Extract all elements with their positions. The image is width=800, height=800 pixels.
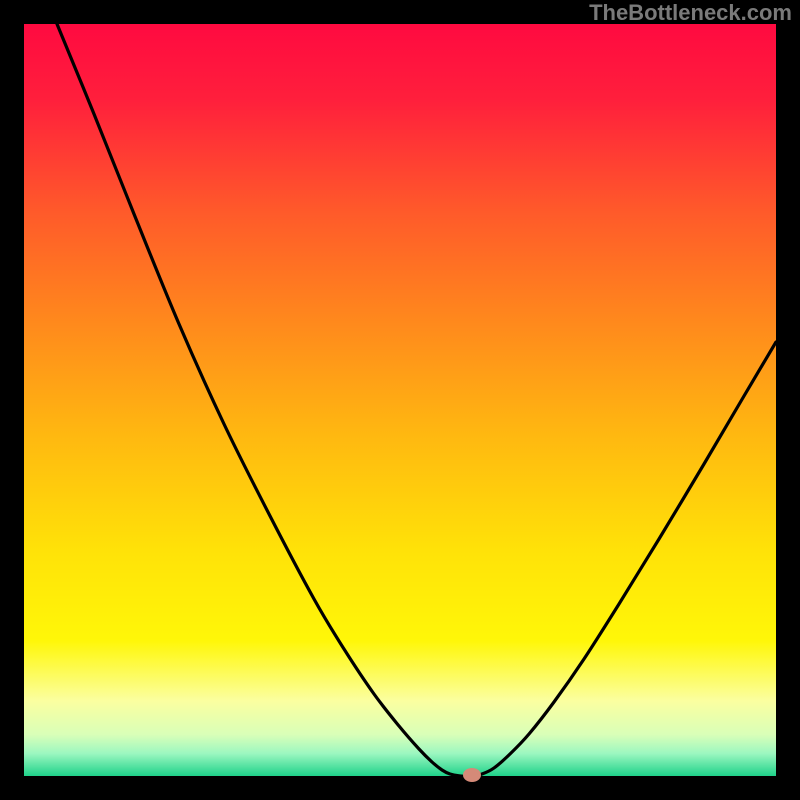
optimum-marker [463,768,481,782]
chart-root: TheBottleneck.com [0,0,800,800]
heat-gradient-area [24,24,776,776]
watermark-text: TheBottleneck.com [589,0,792,26]
bottleneck-chart [0,0,800,800]
